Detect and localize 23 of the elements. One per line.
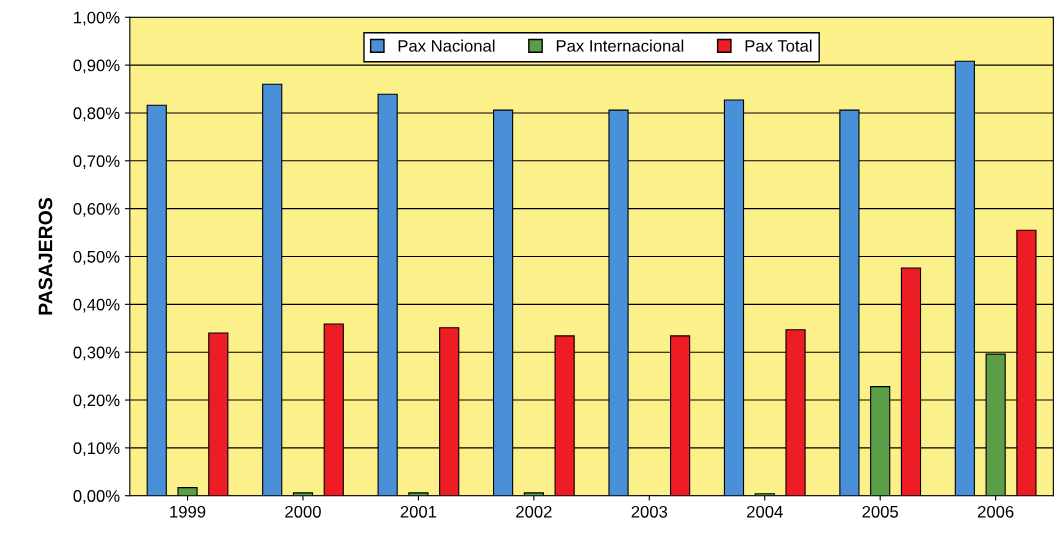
x-tick-label: 2006 — [977, 505, 1014, 518]
x-tick-label: 2000 — [285, 505, 321, 518]
y-tick-label: 0,70% — [73, 155, 120, 169]
legend-label: Pax Nacional — [398, 39, 495, 52]
x-tick-label: 2004 — [747, 505, 783, 518]
x-tick-label: 2003 — [631, 505, 668, 518]
y-tick-label: 0,90% — [73, 59, 120, 74]
legend-label: Pax Total — [745, 39, 812, 52]
y-tick-label: 0,60% — [73, 203, 120, 217]
x-tick-label: 2001 — [400, 505, 437, 518]
y-tick-label: 0,80% — [73, 107, 120, 122]
y-tick-label: 0,50% — [73, 250, 120, 265]
y-axis-title: PASAJEROS — [38, 198, 53, 315]
legend-label: Pax Internacional — [556, 39, 684, 52]
y-tick-label: 0,30% — [73, 346, 120, 361]
y-tick-label: 0,10% — [73, 442, 120, 457]
x-tick-label: 2005 — [862, 505, 899, 518]
x-tick-label: 1999 — [170, 505, 206, 518]
y-tick-label: 0,20% — [73, 394, 120, 409]
y-tick-label: 0,00% — [73, 490, 120, 504]
y-tick-label: 1,00% — [74, 11, 120, 26]
y-tick-label: 0,40% — [73, 298, 120, 313]
x-tick-label: 2002 — [516, 505, 552, 518]
